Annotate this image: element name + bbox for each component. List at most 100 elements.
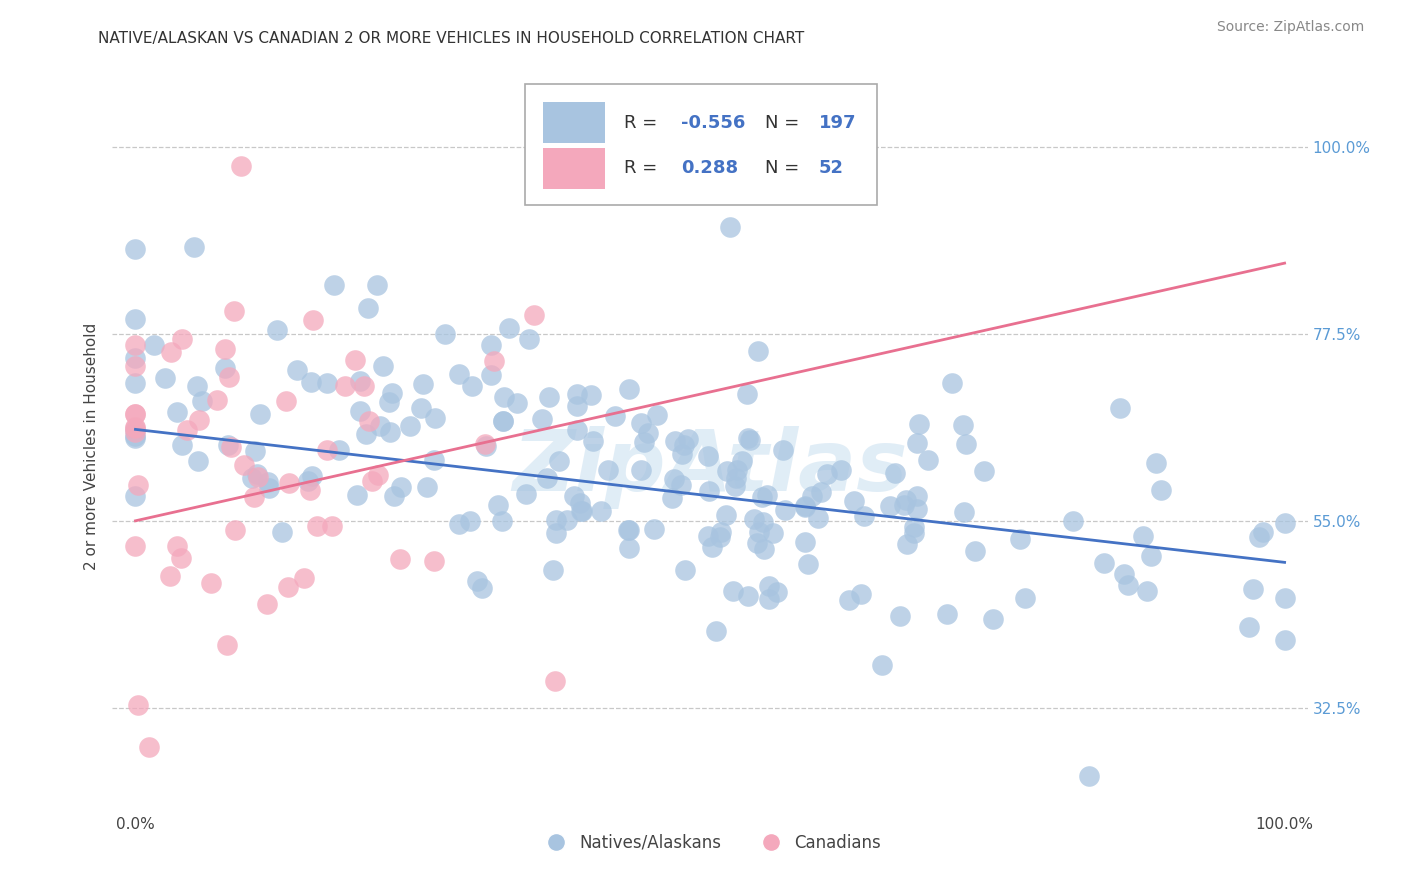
Point: [1237, 620, 1260, 634]
Point: [277, 581, 299, 595]
Point: [547, 454, 569, 468]
Point: [941, 376, 963, 390]
Point: [709, 530, 731, 544]
Point: [541, 563, 564, 577]
Point: [381, 386, 404, 401]
Point: [278, 475, 301, 490]
Point: [471, 581, 494, 595]
Point: [1274, 632, 1296, 647]
Point: [301, 469, 323, 483]
Point: [371, 359, 394, 373]
Text: -0.556: -0.556: [682, 113, 745, 132]
Point: [276, 394, 298, 409]
Point: [633, 434, 655, 449]
Point: [700, 541, 723, 555]
Point: [124, 489, 146, 503]
Point: [415, 480, 437, 494]
Point: [302, 313, 325, 327]
Point: [536, 471, 558, 485]
Point: [142, 338, 165, 352]
Point: [124, 242, 146, 256]
Point: [1136, 584, 1159, 599]
Point: [1014, 591, 1036, 606]
Point: [159, 569, 181, 583]
Point: [384, 489, 406, 503]
Text: 0.288: 0.288: [682, 159, 738, 177]
Text: N =: N =: [765, 113, 806, 132]
Point: [953, 505, 976, 519]
Point: [889, 609, 911, 624]
Point: [794, 500, 817, 514]
Point: [1241, 582, 1264, 597]
Point: [491, 514, 513, 528]
Point: [467, 574, 489, 589]
Point: [349, 404, 371, 418]
Point: [333, 378, 356, 392]
Point: [460, 514, 482, 528]
Point: [893, 498, 915, 512]
Text: R =: R =: [624, 113, 664, 132]
Point: [361, 474, 384, 488]
Point: [346, 488, 368, 502]
Point: [366, 277, 388, 292]
Point: [1078, 768, 1101, 782]
Point: [176, 423, 198, 437]
Point: [981, 612, 1004, 626]
Text: N =: N =: [765, 159, 811, 177]
Point: [233, 458, 256, 472]
Point: [240, 471, 263, 485]
Point: [664, 434, 686, 449]
Point: [187, 413, 209, 427]
Point: [1251, 525, 1274, 540]
Point: [256, 475, 278, 490]
Point: [905, 436, 928, 450]
Point: [349, 374, 371, 388]
Y-axis label: 2 or more Vehicles in Household: 2 or more Vehicles in Household: [83, 322, 98, 570]
Point: [673, 563, 696, 577]
Point: [271, 525, 294, 540]
Point: [170, 551, 193, 566]
Point: [294, 571, 316, 585]
Point: [748, 524, 770, 539]
Point: [506, 396, 529, 410]
Point: [474, 437, 496, 451]
Point: [124, 359, 146, 374]
Point: [217, 437, 239, 451]
Point: [973, 464, 995, 478]
Point: [1249, 530, 1271, 544]
Point: [619, 541, 641, 555]
Point: [124, 407, 146, 421]
Point: [716, 465, 738, 479]
Point: [315, 442, 337, 457]
Point: [492, 414, 515, 428]
Point: [883, 466, 905, 480]
Point: [1116, 577, 1139, 591]
Point: [737, 431, 759, 445]
Point: [124, 423, 146, 437]
Point: [138, 739, 160, 754]
Point: [793, 534, 815, 549]
FancyBboxPatch shape: [543, 103, 605, 144]
Point: [399, 419, 422, 434]
Point: [170, 438, 193, 452]
Point: [1010, 532, 1032, 546]
Point: [1150, 483, 1173, 498]
Point: [285, 362, 308, 376]
Point: [842, 493, 865, 508]
Point: [357, 301, 380, 316]
Point: [367, 468, 389, 483]
Point: [479, 338, 502, 352]
Point: [720, 220, 742, 235]
Point: [917, 453, 939, 467]
Point: [368, 419, 391, 434]
Point: [259, 481, 281, 495]
Point: [630, 463, 652, 477]
Point: [936, 607, 959, 621]
Point: [482, 353, 505, 368]
Point: [905, 501, 928, 516]
Point: [389, 480, 412, 494]
Point: [1092, 556, 1115, 570]
Point: [794, 500, 817, 514]
FancyBboxPatch shape: [543, 147, 605, 188]
Point: [389, 551, 412, 566]
